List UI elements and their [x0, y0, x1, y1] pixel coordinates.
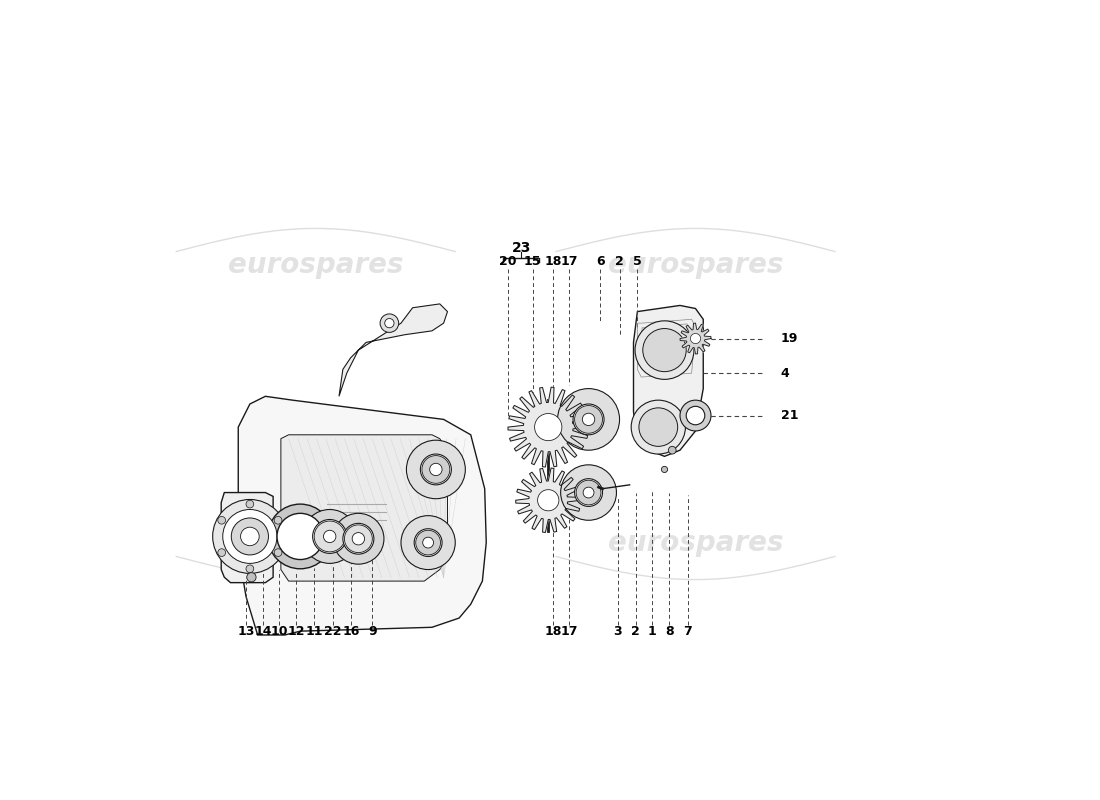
Circle shape [302, 510, 356, 563]
Text: eurospares: eurospares [607, 251, 783, 279]
Circle shape [573, 404, 604, 434]
Circle shape [576, 480, 601, 505]
Circle shape [583, 487, 594, 498]
Text: 3: 3 [614, 625, 623, 638]
Polygon shape [221, 493, 273, 582]
Circle shape [686, 406, 705, 425]
Text: 9: 9 [368, 625, 376, 638]
Circle shape [535, 414, 562, 441]
Polygon shape [508, 387, 588, 467]
Circle shape [218, 549, 226, 557]
Circle shape [680, 400, 711, 431]
Circle shape [669, 446, 676, 454]
Text: 8: 8 [664, 625, 673, 638]
Text: 6: 6 [596, 255, 605, 268]
Polygon shape [516, 468, 581, 533]
Text: eurospares: eurospares [228, 251, 404, 279]
Text: 1: 1 [648, 625, 657, 638]
Circle shape [422, 538, 433, 548]
Circle shape [246, 565, 254, 573]
Text: 21: 21 [781, 409, 799, 422]
Circle shape [422, 455, 450, 483]
Text: 12: 12 [287, 625, 305, 638]
Text: 2: 2 [615, 255, 624, 268]
Text: 17: 17 [560, 625, 578, 638]
Text: 16: 16 [343, 625, 360, 638]
Circle shape [639, 408, 678, 446]
Circle shape [274, 517, 282, 524]
Circle shape [277, 514, 323, 559]
Text: 2: 2 [631, 625, 640, 638]
Circle shape [274, 549, 282, 557]
Circle shape [385, 318, 394, 328]
Circle shape [323, 530, 336, 542]
Circle shape [415, 529, 442, 557]
Text: 14: 14 [254, 625, 272, 638]
Circle shape [218, 517, 226, 524]
Circle shape [430, 463, 442, 476]
Circle shape [381, 314, 398, 332]
Circle shape [538, 490, 559, 511]
Text: 7: 7 [683, 625, 692, 638]
Circle shape [246, 500, 254, 508]
Circle shape [574, 406, 603, 434]
Circle shape [635, 321, 694, 379]
Text: 22: 22 [324, 625, 341, 638]
Text: 10: 10 [271, 625, 288, 638]
Circle shape [420, 454, 451, 485]
Text: 15: 15 [524, 255, 541, 268]
Circle shape [333, 514, 384, 564]
Circle shape [222, 510, 277, 563]
Text: 19: 19 [781, 332, 799, 345]
Text: eurospares: eurospares [607, 529, 783, 557]
Circle shape [661, 466, 668, 473]
Circle shape [312, 519, 346, 554]
Circle shape [574, 478, 603, 506]
Circle shape [582, 414, 595, 426]
Circle shape [691, 334, 701, 344]
Circle shape [402, 516, 455, 570]
Polygon shape [239, 396, 486, 635]
Circle shape [212, 499, 287, 574]
Text: 11: 11 [306, 625, 323, 638]
Circle shape [267, 504, 333, 569]
Text: 13: 13 [238, 625, 255, 638]
Text: 18: 18 [544, 625, 562, 638]
Text: 20: 20 [499, 255, 517, 268]
Circle shape [416, 530, 440, 555]
Polygon shape [634, 306, 703, 456]
Circle shape [241, 527, 260, 546]
Text: 18: 18 [544, 255, 562, 268]
Polygon shape [339, 304, 448, 396]
Circle shape [344, 525, 372, 553]
Circle shape [246, 573, 256, 582]
Circle shape [642, 329, 686, 372]
Polygon shape [680, 323, 711, 354]
Circle shape [561, 465, 616, 520]
Polygon shape [280, 435, 448, 581]
Text: eurospares: eurospares [228, 529, 404, 557]
Circle shape [352, 533, 364, 545]
Circle shape [315, 521, 345, 552]
Circle shape [406, 440, 465, 498]
Circle shape [343, 523, 374, 554]
Text: 17: 17 [560, 255, 578, 268]
Circle shape [558, 389, 619, 450]
Text: 23: 23 [512, 241, 531, 254]
Text: 4: 4 [781, 366, 790, 380]
Circle shape [631, 400, 685, 454]
Circle shape [231, 518, 268, 555]
Text: 5: 5 [632, 255, 641, 268]
